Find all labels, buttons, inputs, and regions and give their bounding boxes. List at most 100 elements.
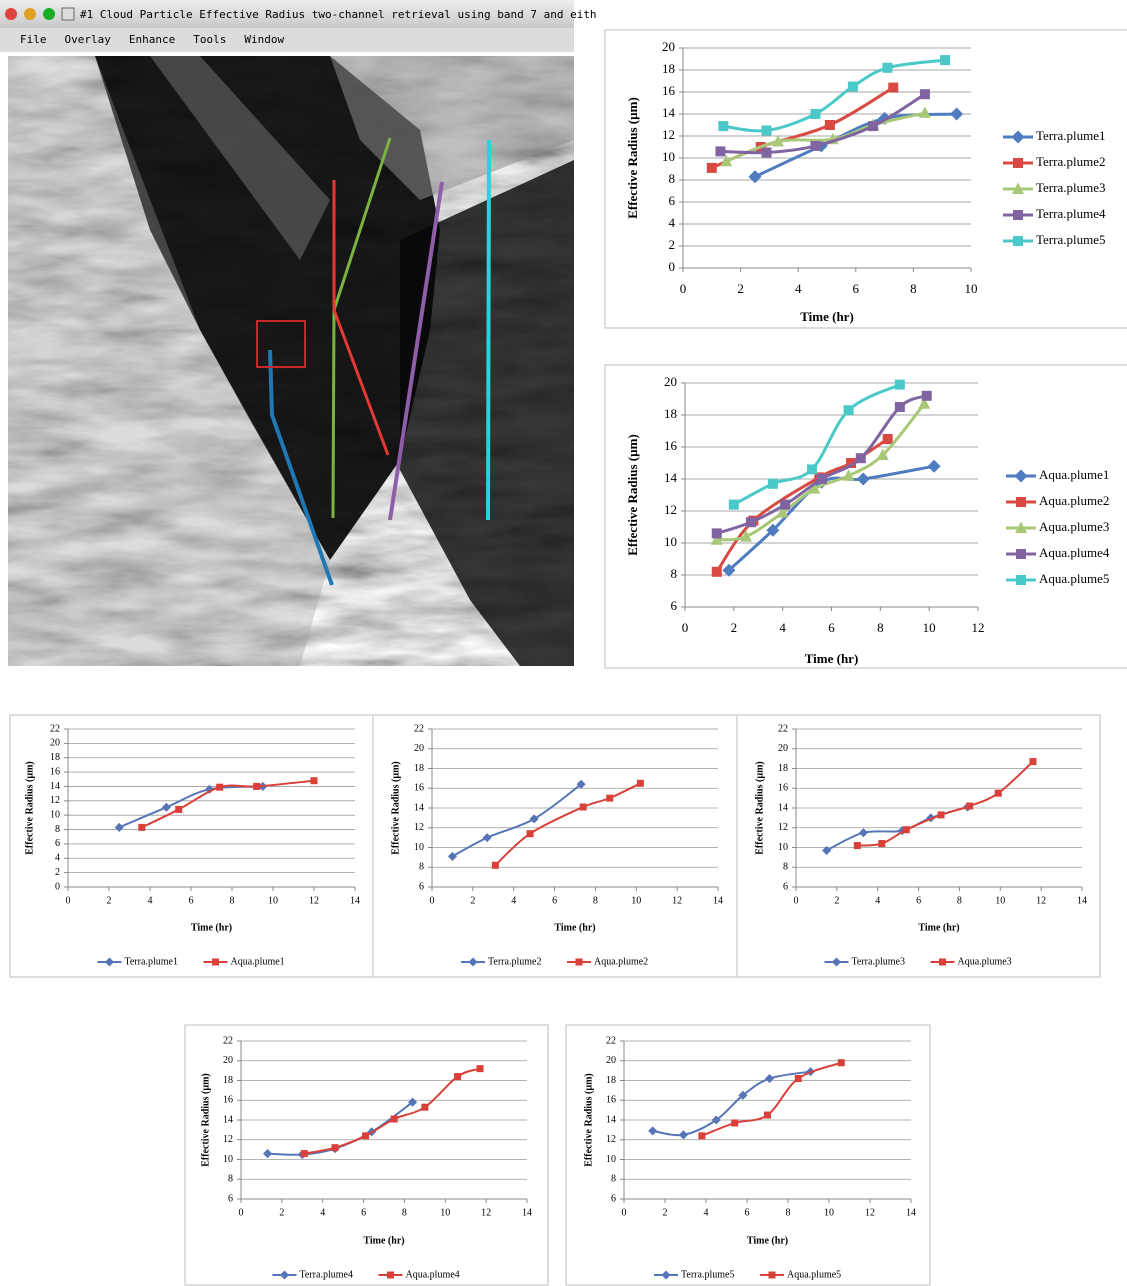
y-tick-label: 20 — [414, 743, 424, 754]
x-tick-label: 10 — [923, 620, 936, 635]
x-tick-label: 6 — [189, 895, 194, 906]
data-point — [715, 146, 726, 157]
y-tick-label: 6 — [671, 598, 678, 613]
legend-marker — [1016, 497, 1026, 507]
menu-item[interactable]: Overlay — [65, 33, 112, 46]
y-tick-label: 6 — [55, 838, 60, 849]
menu-item[interactable]: Window — [244, 33, 284, 46]
data-point — [780, 499, 791, 510]
x-tick-label: 14 — [1077, 895, 1087, 906]
x-tick-label: 10 — [824, 1207, 834, 1218]
x-tick-label: 0 — [622, 1207, 627, 1218]
menu-item[interactable]: Enhance — [129, 33, 175, 46]
menu-item[interactable]: File — [20, 33, 47, 46]
y-tick-label: 18 — [662, 61, 675, 76]
x-tick-label: 6 — [552, 895, 557, 906]
data-point — [576, 779, 586, 789]
data-point — [764, 1111, 771, 1119]
y-tick-label: 18 — [414, 763, 424, 774]
y-tick-label: 14 — [662, 105, 676, 120]
chart-frame — [736, 714, 1101, 978]
data-point — [878, 840, 886, 848]
x-tick-label: 0 — [794, 895, 799, 906]
window-title: #1 Cloud Particle Effective Radius two-c… — [80, 8, 597, 21]
y-tick-label: 22 — [606, 1035, 616, 1046]
x-tick-label: 10 — [631, 895, 641, 906]
y-tick-label: 22 — [778, 723, 788, 734]
minimize-button[interactable] — [24, 8, 36, 20]
data-point — [822, 845, 832, 856]
x-tick-label: 4 — [875, 895, 880, 906]
x-tick-label: 6 — [361, 1207, 366, 1218]
data-point — [808, 482, 821, 494]
x-tick-label: 14 — [906, 1207, 916, 1218]
y-tick-label: 0 — [669, 259, 676, 274]
data-point — [529, 814, 539, 824]
data-point — [216, 783, 224, 791]
y-tick-label: 2 — [55, 867, 60, 878]
y-tick-label: 12 — [50, 795, 60, 806]
chart: 6 8 10 12 14 16 18 20 22 0 2 4 6 8 10 12 14 Time (hr) Effe… — [736, 714, 1101, 978]
y-tick-label: 20 — [606, 1055, 616, 1066]
data-point — [310, 777, 318, 785]
x-tick-label: 4 — [779, 620, 786, 635]
data-point — [710, 533, 723, 545]
plume-track — [388, 181, 444, 521]
data-point — [454, 1073, 462, 1081]
x-tick-label: 2 — [731, 620, 738, 635]
close-button[interactable] — [5, 8, 17, 20]
x-tick-label: 12 — [672, 895, 682, 906]
data-point — [718, 121, 729, 132]
data-point — [767, 478, 778, 489]
data-point — [421, 1103, 429, 1111]
x-tick-label: 14 — [350, 895, 360, 906]
y-tick-label: 14 — [606, 1114, 616, 1125]
data-point — [526, 830, 534, 838]
series-line — [451, 783, 582, 858]
legend-label: Terra.plume3 — [1036, 180, 1105, 195]
x-tick-label: 8 — [786, 1207, 791, 1218]
data-point — [720, 154, 733, 167]
data-point — [847, 81, 858, 92]
y-tick-label: 10 — [664, 534, 677, 549]
data-point — [740, 530, 753, 542]
x-tick-label: 6 — [853, 281, 860, 296]
data-point — [810, 140, 821, 151]
data-point — [447, 851, 457, 861]
x-axis-title: Time (hr) — [191, 922, 232, 933]
chart-frame — [372, 714, 738, 978]
y-tick-label: 0 — [55, 881, 60, 892]
data-point — [894, 379, 905, 390]
legend-marker — [1014, 469, 1028, 483]
data-point — [950, 107, 964, 121]
x-axis-title: Time (hr) — [747, 1235, 788, 1246]
y-tick-label: 16 — [606, 1095, 616, 1106]
legend-label: Aqua.plume3 — [958, 956, 1012, 967]
zoom-button[interactable] — [43, 8, 55, 20]
chart: 6 8 10 12 14 16 18 20 0 2 4 6 8 10 12 Time (hr) Effectiv… — [604, 364, 1127, 669]
y-axis-title: Effective Radius (µm) — [625, 434, 640, 556]
data-point — [711, 566, 722, 577]
legend-label: Aqua.plume2 — [594, 956, 648, 967]
y-tick-label: 8 — [611, 1174, 616, 1185]
y-tick-label: 20 — [664, 374, 677, 389]
data-point — [606, 794, 614, 802]
legend-marker — [1013, 210, 1023, 220]
y-tick-label: 10 — [662, 149, 675, 164]
data-point — [902, 826, 910, 834]
data-point — [1029, 758, 1037, 766]
data-point — [966, 802, 974, 810]
menu-item[interactable]: Tools — [193, 33, 226, 46]
legend-label: Terra.plume1 — [125, 956, 178, 967]
chart: 0 2 4 6 8 10 12 14 16 18 20 22 0 2 4 6 8 10 12 14 Time (hr) E… — [9, 714, 374, 978]
y-tick-label: 6 — [419, 881, 424, 892]
data-point — [919, 89, 930, 100]
data-point — [894, 402, 905, 412]
x-tick-label: 2 — [663, 1207, 668, 1218]
y-tick-label: 16 — [664, 438, 678, 453]
y-tick-label: 22 — [414, 723, 424, 734]
y-tick-label: 10 — [223, 1154, 233, 1165]
legend-marker — [468, 957, 478, 967]
data-point — [921, 390, 932, 401]
